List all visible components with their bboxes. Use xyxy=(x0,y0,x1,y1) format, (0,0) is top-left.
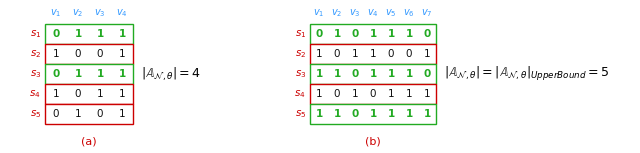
Text: 1: 1 xyxy=(316,49,323,59)
Text: 0: 0 xyxy=(370,89,376,99)
Text: $s_2$: $s_2$ xyxy=(29,48,41,60)
Text: 1: 1 xyxy=(52,89,60,99)
Bar xyxy=(310,84,436,104)
Text: $v_1$: $v_1$ xyxy=(51,7,61,19)
Text: 1: 1 xyxy=(97,89,103,99)
Text: $v_4$: $v_4$ xyxy=(116,7,128,19)
Text: 1: 1 xyxy=(316,89,323,99)
Text: 0: 0 xyxy=(97,49,103,59)
Text: 1: 1 xyxy=(405,109,413,119)
Text: 1: 1 xyxy=(424,89,430,99)
Text: $s_5$: $s_5$ xyxy=(294,108,306,120)
Text: 0: 0 xyxy=(388,49,394,59)
Text: 1: 1 xyxy=(333,69,340,79)
Text: 1: 1 xyxy=(75,109,81,119)
Text: 0: 0 xyxy=(351,109,358,119)
Text: $s_3$: $s_3$ xyxy=(294,68,306,80)
Text: 0: 0 xyxy=(52,109,60,119)
Text: $v_3$: $v_3$ xyxy=(94,7,106,19)
Text: 1: 1 xyxy=(405,69,413,79)
Text: 1: 1 xyxy=(388,89,394,99)
Text: 1: 1 xyxy=(424,109,431,119)
Text: 1: 1 xyxy=(74,29,82,39)
Text: $|\mathbb{A}_{\mathcal{N},\theta}| = 4$: $|\mathbb{A}_{\mathcal{N},\theta}| = 4$ xyxy=(141,65,201,83)
Bar xyxy=(310,44,436,64)
Text: $v_7$: $v_7$ xyxy=(421,7,433,19)
Text: $v_6$: $v_6$ xyxy=(403,7,415,19)
Text: $v_5$: $v_5$ xyxy=(385,7,397,19)
Text: 1: 1 xyxy=(118,69,125,79)
Text: 1: 1 xyxy=(369,109,376,119)
Bar xyxy=(45,24,133,44)
Text: $v_1$: $v_1$ xyxy=(314,7,324,19)
Bar xyxy=(310,64,436,84)
Text: 0: 0 xyxy=(351,29,358,39)
Text: $s_1$: $s_1$ xyxy=(294,28,306,40)
Text: 1: 1 xyxy=(97,29,104,39)
Bar xyxy=(45,44,133,64)
Text: 0: 0 xyxy=(316,29,323,39)
Bar xyxy=(310,104,436,124)
Text: 1: 1 xyxy=(369,29,376,39)
Text: 1: 1 xyxy=(387,29,395,39)
Text: 0: 0 xyxy=(406,49,412,59)
Text: 1: 1 xyxy=(333,109,340,119)
Text: $v_3$: $v_3$ xyxy=(349,7,361,19)
Text: 0: 0 xyxy=(424,29,431,39)
Text: $s_4$: $s_4$ xyxy=(29,88,41,100)
Text: 0: 0 xyxy=(424,69,431,79)
Text: 0: 0 xyxy=(333,49,340,59)
Text: $v_4$: $v_4$ xyxy=(367,7,379,19)
Text: 1: 1 xyxy=(118,89,125,99)
Text: $s_1$: $s_1$ xyxy=(29,28,41,40)
Text: 1: 1 xyxy=(118,49,125,59)
Text: $v_2$: $v_2$ xyxy=(332,7,342,19)
Text: 1: 1 xyxy=(333,29,340,39)
Text: 1: 1 xyxy=(74,69,82,79)
Text: 1: 1 xyxy=(97,69,104,79)
Text: 1: 1 xyxy=(424,49,430,59)
Text: (a): (a) xyxy=(81,136,97,146)
Text: 1: 1 xyxy=(387,109,395,119)
Bar xyxy=(45,64,133,84)
Text: 0: 0 xyxy=(351,69,358,79)
Text: $s_3$: $s_3$ xyxy=(29,68,41,80)
Bar xyxy=(45,84,133,104)
Text: 1: 1 xyxy=(118,109,125,119)
Text: $s_5$: $s_5$ xyxy=(29,108,41,120)
Text: 0: 0 xyxy=(333,89,340,99)
Text: $s_2$: $s_2$ xyxy=(295,48,306,60)
Text: 1: 1 xyxy=(352,49,358,59)
Text: 1: 1 xyxy=(118,29,125,39)
Bar xyxy=(310,24,436,44)
Text: (b): (b) xyxy=(365,136,381,146)
Text: 0: 0 xyxy=(97,109,103,119)
Text: 1: 1 xyxy=(316,69,323,79)
Text: 0: 0 xyxy=(52,29,60,39)
Text: 0: 0 xyxy=(75,89,81,99)
Text: 1: 1 xyxy=(405,29,413,39)
Text: 1: 1 xyxy=(316,109,323,119)
Text: 1: 1 xyxy=(52,49,60,59)
Bar xyxy=(45,104,133,124)
Text: $s_4$: $s_4$ xyxy=(294,88,306,100)
Text: 0: 0 xyxy=(75,49,81,59)
Text: $v_2$: $v_2$ xyxy=(72,7,84,19)
Text: 1: 1 xyxy=(406,89,412,99)
Text: 1: 1 xyxy=(387,69,395,79)
Text: 0: 0 xyxy=(52,69,60,79)
Text: 1: 1 xyxy=(369,69,376,79)
Text: 1: 1 xyxy=(370,49,376,59)
Text: $|\mathbb{A}_{\mathcal{N},\theta}| = |\mathbb{A}_{\mathcal{N},\theta}|_{UpperBou: $|\mathbb{A}_{\mathcal{N},\theta}| = |\m… xyxy=(444,65,609,83)
Text: 1: 1 xyxy=(352,89,358,99)
